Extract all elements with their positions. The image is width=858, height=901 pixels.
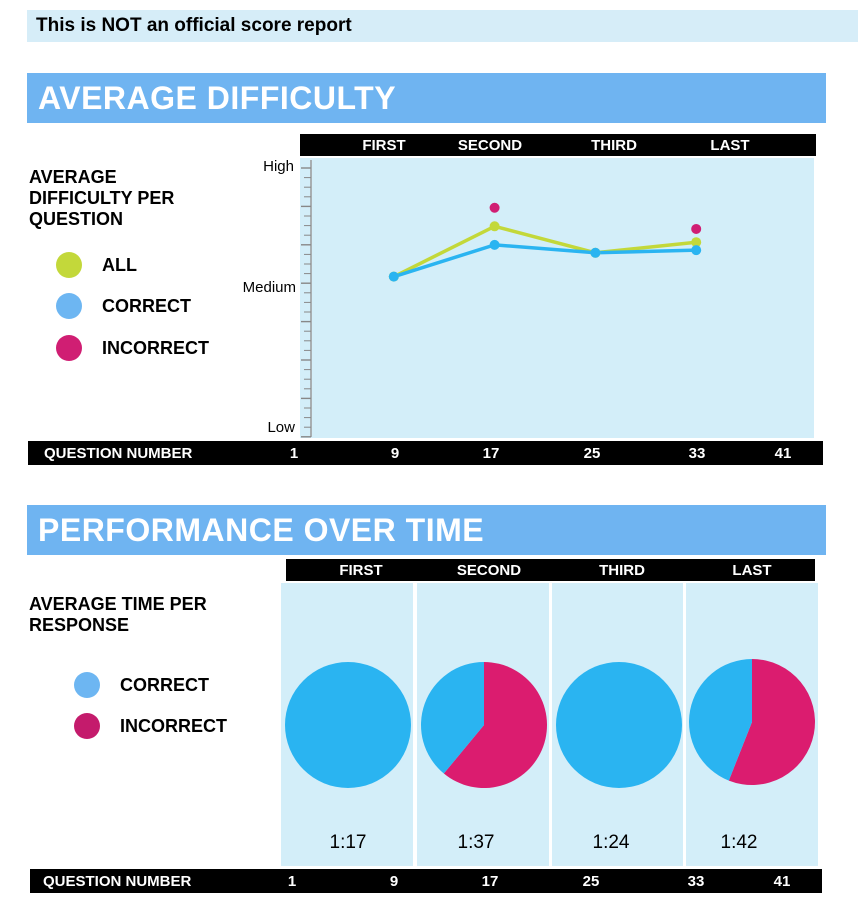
avg-time-second: 1:37	[457, 832, 495, 853]
difficulty-side-title: AVERAGE DIFFICULTY PER QUESTION	[29, 167, 175, 229]
pie-slice-correct-last	[689, 659, 752, 781]
perf-question-number-33: 33	[687, 873, 705, 890]
legend-dot-incorrect	[56, 335, 82, 361]
pie-slice-correct-second	[420, 662, 484, 774]
perf-quarter-label-third: THIRD	[599, 562, 645, 579]
data-point-all-q33	[691, 237, 702, 248]
perf-legend-item-correct: CORRECT	[74, 672, 209, 698]
data-point-correct-q25	[590, 247, 601, 258]
perf-quarter-label-last: LAST	[732, 562, 772, 579]
y-label-medium: Medium	[242, 279, 296, 296]
y-label-low: Low	[267, 419, 295, 436]
question-number-1: 1	[289, 445, 299, 462]
data-point-correct-q33	[691, 245, 702, 256]
perf-question-number-1: 1	[287, 873, 297, 890]
question-number-25: 25	[583, 445, 601, 462]
perf-question-number-17: 17	[481, 873, 499, 890]
legend-label-incorrect: INCORRECT	[102, 337, 209, 358]
perf-question-number-9: 9	[389, 873, 399, 890]
question-number-9: 9	[390, 445, 400, 462]
pie-slice-incorrect-last	[728, 659, 815, 785]
quarter-label-second: SECOND	[457, 137, 523, 154]
difficulty-plot-area	[300, 158, 814, 438]
data-point-incorrect-q33	[691, 223, 702, 234]
perf-legend-dot-incorrect	[74, 713, 100, 739]
avg-time-third: 1:24	[592, 832, 630, 853]
question-number-17: 17	[482, 445, 500, 462]
pie-slice-correct-third	[556, 662, 682, 788]
perf-quarter-label-first: FIRST	[339, 562, 383, 579]
y-label-high: High	[263, 158, 294, 175]
question-number-41: 41	[774, 445, 792, 462]
perf-legend-item-incorrect: INCORRECT	[74, 713, 227, 739]
data-point-all-q17	[489, 221, 500, 232]
quarter-label-first: FIRST	[362, 137, 406, 154]
legend-label-correct: CORRECT	[102, 295, 191, 316]
quarter-label-last: LAST	[710, 137, 750, 154]
data-point-correct-q9	[388, 271, 399, 282]
performance-side-title: AVERAGE TIME PER RESPONSE	[29, 594, 207, 635]
pie-slice-incorrect-second	[443, 662, 547, 789]
avg-time-first: 1:17	[329, 832, 367, 853]
performance-quarter-bar: FIRST SECOND THIRD LAST	[286, 559, 815, 581]
question-number-label: QUESTION NUMBER	[44, 445, 193, 462]
legend-item-all: ALL	[56, 252, 137, 278]
legend-label-all: ALL	[102, 254, 137, 275]
perf-legend-label-incorrect: INCORRECT	[120, 715, 227, 736]
difficulty-quarter-bar: FIRST SECOND THIRD LAST	[300, 134, 816, 156]
data-point-correct-q17	[489, 239, 500, 250]
legend-item-correct: CORRECT	[56, 293, 191, 319]
legend-dot-all	[56, 252, 82, 278]
average-difficulty-title: AVERAGE DIFFICULTY	[27, 73, 826, 123]
perf-quarter-label-second: SECOND	[456, 562, 522, 579]
performance-over-time-title: PERFORMANCE OVER TIME	[27, 505, 826, 555]
difficulty-line-chart	[301, 160, 702, 438]
unofficial-notice: This is NOT an official score report	[27, 10, 858, 42]
series-line-all	[393, 224, 697, 279]
perf-legend-label-correct: CORRECT	[120, 674, 209, 695]
perf-question-number-25: 25	[582, 873, 600, 890]
legend-item-incorrect: INCORRECT	[56, 335, 209, 361]
legend-dot-correct	[56, 293, 82, 319]
series-line-correct	[393, 243, 697, 279]
difficulty-question-number-bar: QUESTION NUMBER 1 9 17 25 33 41	[28, 441, 823, 465]
perf-legend-dot-correct	[74, 672, 100, 698]
performance-question-number-bar: QUESTION NUMBER 1 9 17 25 33 41	[30, 869, 822, 893]
question-number-33: 33	[688, 445, 706, 462]
perf-question-number-41: 41	[773, 873, 791, 890]
perf-question-number-label: QUESTION NUMBER	[43, 873, 192, 890]
pie-slice-correct-first	[285, 662, 411, 788]
avg-time-last: 1:42	[720, 832, 758, 853]
data-point-incorrect-q17	[489, 202, 500, 213]
quarter-label-third: THIRD	[591, 137, 637, 154]
